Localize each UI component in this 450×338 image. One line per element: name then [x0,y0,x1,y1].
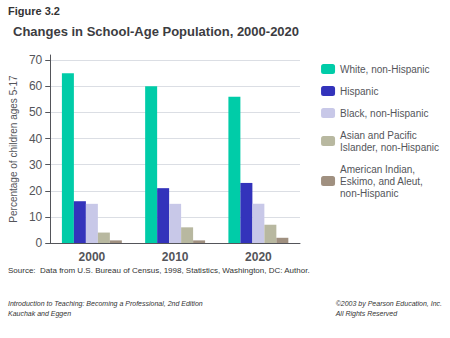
svg-text:2020: 2020 [245,250,272,264]
svg-text:Hispanic: Hispanic [340,86,378,97]
svg-text:2000: 2000 [79,250,106,264]
svg-text:Kauchak and Eggen: Kauchak and Eggen [8,310,71,318]
svg-text:Changes in School-Age Populati: Changes in School-Age Population, 2000-2… [13,24,299,39]
svg-text:non-Hispanic: non-Hispanic [340,188,398,199]
svg-text:20: 20 [29,184,43,198]
svg-text:Eskimo, and Aleut,: Eskimo, and Aleut, [340,176,423,187]
svg-text:Figure 3.2: Figure 3.2 [8,5,60,17]
svg-text:70: 70 [29,53,43,67]
svg-text:American Indian,: American Indian, [340,164,415,175]
svg-text:60: 60 [29,79,43,93]
svg-text:Source: Data from U.S. Bureau: Source: Data from U.S. Bureau of Census,… [8,266,310,275]
svg-text:Islander, non-Hispanic: Islander, non-Hispanic [340,142,439,153]
svg-text:50: 50 [29,105,43,119]
svg-text:Introduction to Teaching: Beco: Introduction to Teaching: Becoming a Pro… [8,300,203,308]
svg-text:10: 10 [29,210,43,224]
svg-text:2010: 2010 [162,250,189,264]
svg-text:White, non-Hispanic: White, non-Hispanic [340,64,429,75]
svg-text:0: 0 [36,236,43,250]
svg-text:Black, non-Hispanic: Black, non-Hispanic [340,108,428,119]
svg-text:All Rights Reserved: All Rights Reserved [335,310,399,318]
svg-text:30: 30 [29,158,43,172]
svg-text:40: 40 [29,132,43,146]
svg-text:Asian and Pacific: Asian and Pacific [340,130,417,141]
svg-text:©2003 by Pearson Education, In: ©2003 by Pearson Education, Inc. [336,300,442,308]
svg-text:Percentage of children ages 5-: Percentage of children ages 5-17 [8,75,19,223]
